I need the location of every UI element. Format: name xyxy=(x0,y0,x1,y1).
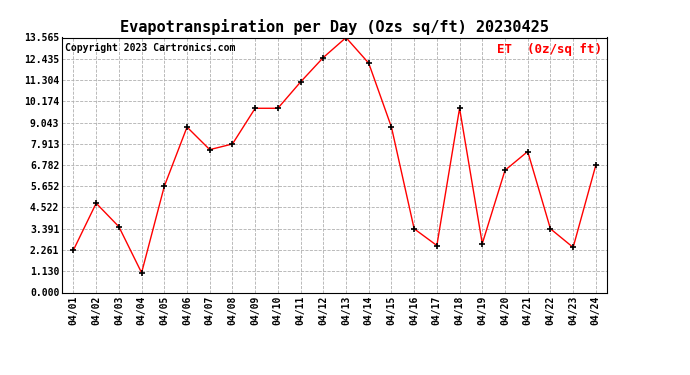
Title: Evapotranspiration per Day (Ozs sq/ft) 20230425: Evapotranspiration per Day (Ozs sq/ft) 2… xyxy=(120,19,549,35)
Text: Copyright 2023 Cartronics.com: Copyright 2023 Cartronics.com xyxy=(65,43,235,52)
Text: ET  (0z/sq ft): ET (0z/sq ft) xyxy=(497,43,602,56)
